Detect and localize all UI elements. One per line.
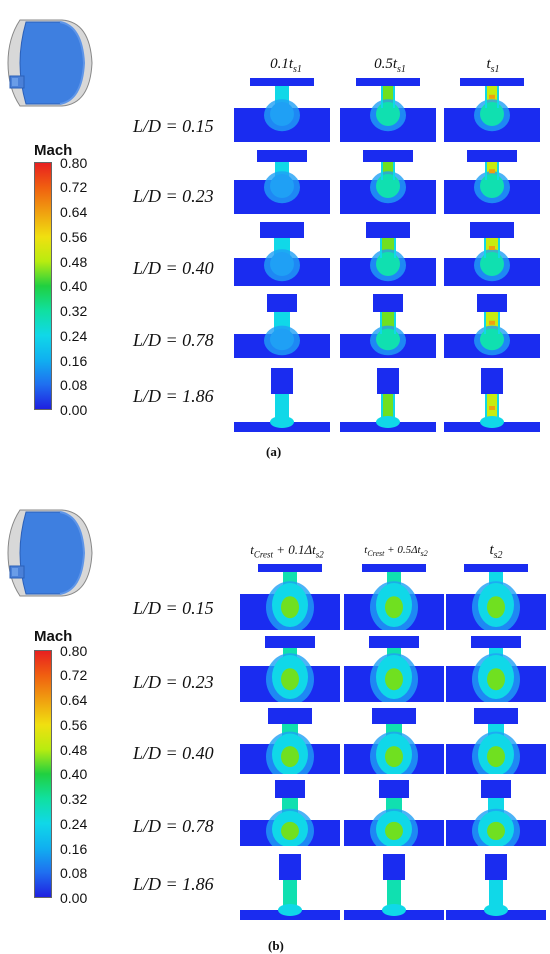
contour-cell — [344, 564, 444, 630]
row-label: L/D = 0.23 — [133, 186, 214, 206]
contour-cell — [344, 636, 444, 702]
row-label: L/D = 0.40 — [133, 743, 214, 763]
contour-cell — [234, 78, 330, 142]
contour-cell — [446, 564, 546, 630]
row-label: L/D = 0.15 — [133, 116, 214, 136]
legend-tick: 0.64 — [60, 204, 88, 220]
column-label: ts1 — [486, 56, 500, 75]
legend-tick: 0.32 — [60, 303, 88, 319]
legend-title: Mach — [34, 142, 73, 159]
column-label: tCrest + 0.1Δts2 — [250, 542, 324, 560]
legend-tick: 0.32 — [60, 791, 88, 807]
row-label: L/D = 0.23 — [133, 672, 214, 692]
row-label: L/D = 1.86 — [133, 386, 214, 406]
contour-cell — [234, 222, 330, 286]
mach-colorbar — [34, 650, 52, 898]
row-label: L/D = 0.40 — [133, 258, 214, 278]
legend-tick: 0.48 — [60, 742, 88, 758]
legend-tick: 0.08 — [60, 377, 88, 393]
panel-label: (a) — [266, 444, 282, 459]
contour-cell — [240, 780, 340, 846]
resonator-device-icon — [7, 19, 93, 107]
contour-cell — [234, 150, 330, 214]
contour-cell — [444, 78, 540, 142]
contour-cell — [234, 294, 330, 358]
legend-tick: 0.40 — [60, 766, 88, 782]
panel-label: (b) — [268, 938, 284, 953]
panel-a: Mach 0.80 0.72 0.64 0.56 0.48 0.40 0.32 … — [0, 0, 550, 470]
legend-tick: 0.48 — [60, 254, 88, 270]
contour-cell — [444, 368, 540, 432]
legend-tick: 0.64 — [60, 692, 88, 708]
contour-cell — [340, 150, 436, 214]
contour-cell — [344, 854, 444, 920]
legend-tick: 0.00 — [60, 402, 88, 418]
legend-tick: 0.56 — [60, 229, 88, 245]
contour-cell — [446, 708, 546, 774]
legend-tick: 0.56 — [60, 717, 88, 733]
resonator-device-icon — [7, 509, 93, 597]
row-label: L/D = 0.78 — [133, 816, 214, 836]
contour-cell — [240, 708, 340, 774]
contour-cell — [444, 222, 540, 286]
legend-tick: 0.24 — [60, 328, 88, 344]
column-label: 0.1ts1 — [270, 56, 302, 75]
legend-tick: 0.16 — [60, 841, 88, 857]
contour-cell — [240, 636, 340, 702]
column-label: 0.5ts1 — [374, 56, 406, 75]
legend-tick: 0.72 — [60, 179, 88, 195]
contour-cell — [446, 780, 546, 846]
contour-cell — [340, 222, 436, 286]
contour-cell — [444, 294, 540, 358]
legend-tick: 0.80 — [60, 155, 88, 171]
contour-cell — [340, 368, 436, 432]
row-label: L/D = 0.78 — [133, 330, 214, 350]
row-label: L/D = 0.15 — [133, 598, 214, 618]
panel-b: Mach 0.80 0.72 0.64 0.56 0.48 0.40 0.32 … — [0, 490, 550, 953]
contour-cell — [240, 854, 340, 920]
legend-tick: 0.80 — [60, 643, 88, 659]
contour-cell — [344, 780, 444, 846]
contour-cell — [446, 636, 546, 702]
contour-cell — [234, 368, 330, 432]
legend-tick: 0.00 — [60, 890, 88, 906]
contour-cell — [340, 294, 436, 358]
column-label: ts2 — [489, 542, 503, 561]
legend-tick: 0.16 — [60, 353, 88, 369]
legend-tick: 0.08 — [60, 865, 88, 881]
contour-cell — [240, 564, 340, 630]
contour-cell — [344, 708, 444, 774]
contour-cell — [446, 854, 546, 920]
legend-title: Mach — [34, 628, 73, 645]
contour-cell — [444, 150, 540, 214]
legend-tick: 0.40 — [60, 278, 88, 294]
row-label: L/D = 1.86 — [133, 874, 214, 894]
legend-tick: 0.24 — [60, 816, 88, 832]
legend-tick: 0.72 — [60, 667, 88, 683]
mach-colorbar — [34, 162, 52, 410]
contour-cell — [340, 78, 436, 142]
column-label: tCrest + 0.5Δts2 — [364, 544, 428, 559]
